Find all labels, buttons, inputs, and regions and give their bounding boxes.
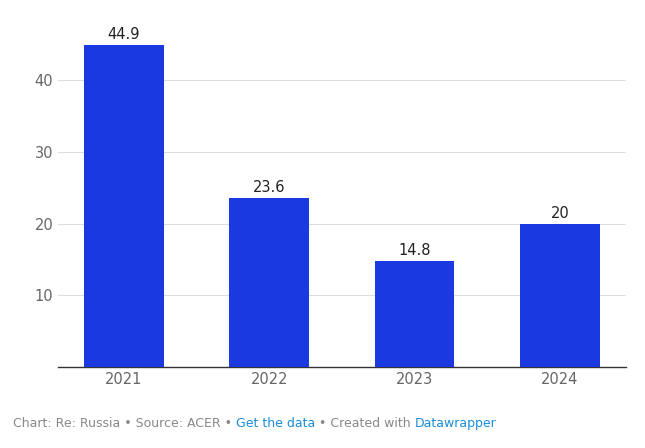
Text: • Created with: • Created with (315, 417, 415, 430)
Text: 20: 20 (550, 206, 570, 221)
Bar (375, 261, 455, 367)
Bar (229, 198, 309, 367)
Text: Chart: Re: Russia • Source: ACER •: Chart: Re: Russia • Source: ACER • (13, 417, 236, 430)
Text: 44.9: 44.9 (108, 27, 140, 42)
Text: Datawrapper: Datawrapper (415, 417, 497, 430)
Bar (84, 45, 164, 367)
Bar (520, 224, 600, 367)
Text: Get the data: Get the data (236, 417, 315, 430)
Text: 23.6: 23.6 (253, 180, 286, 195)
Text: 14.8: 14.8 (398, 243, 431, 258)
